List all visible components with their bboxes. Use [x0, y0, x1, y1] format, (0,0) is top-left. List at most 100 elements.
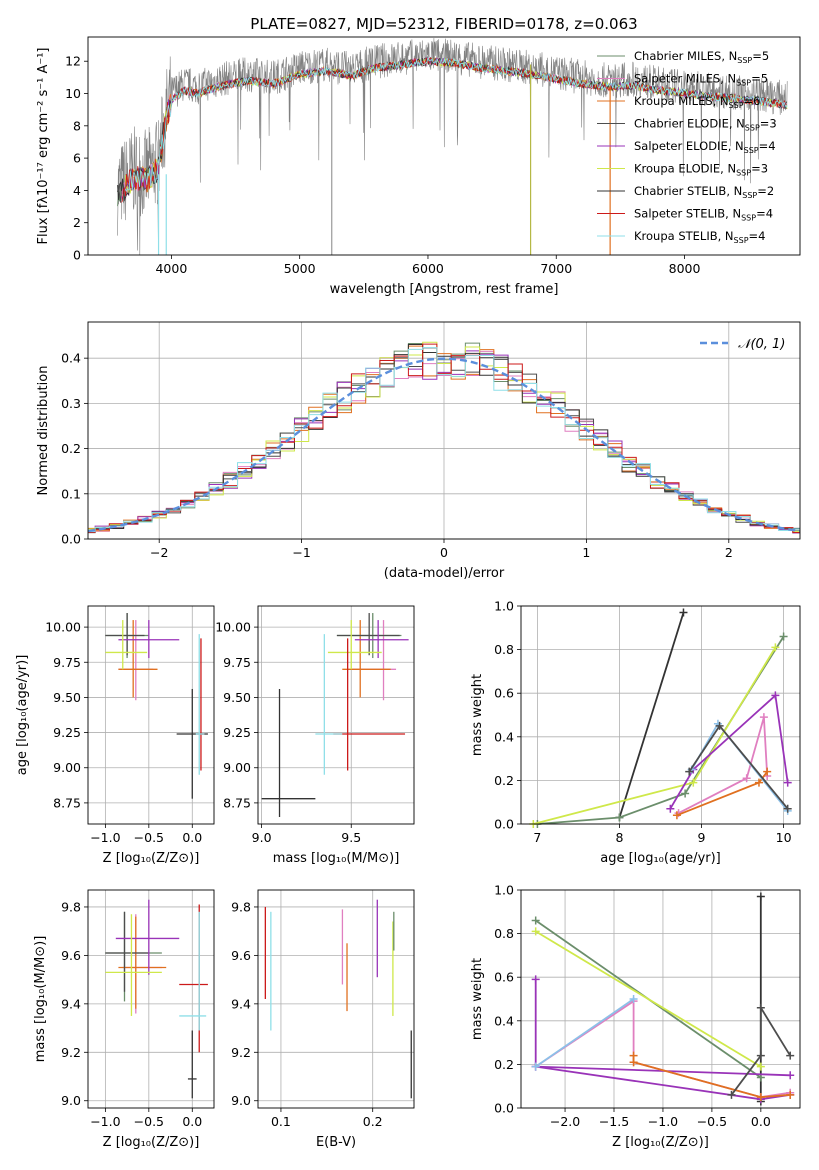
x-axis-label: Z [log₁₀(Z/Z⊙)]	[103, 851, 200, 866]
legend-entry: Chabrier ELODIE, NSSP=3	[634, 117, 777, 133]
x-tick-label: 9.0	[252, 830, 272, 845]
weight-point-marker	[756, 1003, 765, 1012]
y-tick-label: 4	[73, 183, 81, 198]
y-tick-label: 0.8	[494, 642, 514, 657]
y-tick-label: 0.2	[494, 1057, 514, 1072]
mass-vs-Z-axes: −1.0 −0.5 0.0 9.0 9.2 9.4 9.6 9.8 Z [log₁₀(Z/Z⊙)…	[33, 889, 215, 1150]
weight-point-marker	[783, 804, 792, 813]
y-tick-label: 8	[73, 118, 81, 133]
legend-label: Kroupa ELODIE, N	[634, 162, 736, 176]
weight-point-marker	[685, 767, 694, 776]
y-axis-label: Flux [fλ10⁻¹⁷ erg cm⁻² s⁻¹ A⁻¹]	[36, 48, 51, 245]
weight-point-marker	[715, 721, 724, 730]
weight-point-marker	[672, 811, 681, 820]
legend-entry: Salpeter ELODIE, NSSP=4	[634, 139, 776, 155]
y-tick-label: 0.6	[494, 970, 514, 985]
legend-entry: 𝒩(0, 1)	[738, 337, 785, 352]
y-tick-label: 0.4	[494, 729, 514, 744]
x-axis-label: age [log₁₀(age/yr)]	[600, 851, 721, 866]
weight-series-line	[678, 716, 769, 814]
weight-point-marker	[756, 1051, 765, 1060]
weight-point-marker	[629, 995, 638, 1003]
legend-subscript: SSP	[742, 191, 757, 200]
legend-subscript: SSP	[736, 169, 751, 178]
model-spectrum-line	[124, 57, 788, 193]
x-tick-label: −2	[150, 545, 168, 560]
x-tick-label: 2	[725, 545, 733, 560]
weight-series-line	[533, 646, 777, 825]
y-tick-label: 0	[73, 248, 81, 263]
y-tick-label: 0.0	[61, 532, 81, 547]
x-axis-label: (data-model)/error	[384, 566, 505, 581]
weight-point-marker	[786, 1090, 795, 1099]
legend-entry: Kroupa ELODIE, NSSP=3	[634, 162, 768, 178]
legend-nssp: =5	[751, 72, 768, 86]
legend-subscript: SSP	[729, 101, 744, 110]
weight-point-marker	[756, 1062, 765, 1071]
legend-nssp: =4	[759, 139, 776, 153]
weight-series-line	[537, 636, 785, 825]
x-axis-label: wavelength [Angstrom, rest frame]	[330, 282, 559, 297]
weight-point-marker	[679, 608, 688, 617]
weight-point-marker	[771, 643, 780, 652]
weight-point-marker	[531, 916, 540, 925]
legend-entry: Salpeter MILES, NSSP=5	[634, 72, 768, 88]
y-tick-label: 10	[65, 86, 81, 101]
legend-subscript: SSP	[737, 56, 752, 65]
y-tick-label: 1.0	[494, 599, 514, 614]
massweight-vs-age-axes: 7 8 9 10 0.0 0.2 0.4 0.6 0.8 1.0 age [log₁₀(age/yr…	[470, 599, 801, 866]
weight-series-line	[618, 612, 685, 818]
observed-spectrum-line	[117, 38, 788, 255]
y-tick-label: 9.25	[223, 725, 251, 740]
legend-label: Kroupa STELIB, N	[634, 229, 734, 243]
x-tick-label: 0.2	[363, 1114, 383, 1129]
x-tick-label: −1.0	[90, 1114, 120, 1129]
histogram-line	[88, 341, 800, 533]
legend-subscript: SSP	[734, 236, 749, 245]
legend-label: Chabrier MILES, N	[634, 49, 737, 63]
x-tick-label: 0.0	[182, 830, 202, 845]
x-tick-label: 8000	[669, 261, 701, 276]
legend-nssp: =6	[744, 94, 761, 108]
x-tick-label: 0.0	[751, 1114, 771, 1129]
axes-frame	[87, 321, 801, 540]
weight-point-marker	[531, 927, 540, 936]
weight-series-line	[688, 724, 789, 810]
legend-nssp: =4	[749, 229, 766, 243]
x-tick-label: 1	[582, 545, 590, 560]
legend-subscript: SSP	[745, 124, 760, 133]
legend-label: Chabrier STELIB, N	[634, 184, 742, 198]
x-tick-label: 8	[615, 830, 623, 845]
legend-label: Chabrier ELODIE, N	[634, 117, 745, 131]
weight-point-marker	[681, 789, 690, 798]
weight-point-marker	[786, 1071, 795, 1080]
chart-title: PLATE=0827, MJD=52312, FIBERID=0178, z=0…	[250, 15, 637, 33]
legend-subscript: SSP	[736, 79, 751, 88]
y-tick-label: 9.00	[223, 760, 251, 775]
x-tick-label: −1	[292, 545, 310, 560]
weight-point-marker	[742, 774, 751, 783]
weight-point-marker	[727, 1090, 736, 1099]
x-axis-label: E(B-V)	[316, 1135, 356, 1150]
y-tick-label: 9.75	[53, 655, 81, 670]
age-vs-mass-axes: 9.0 9.5 8.75 9.00 9.25 9.50 9.75 10.00 mass [log…	[215, 605, 415, 866]
y-tick-label: 9.4	[231, 996, 251, 1011]
x-tick-label: −1.0	[90, 830, 120, 845]
axes-frame	[257, 889, 415, 1109]
x-tick-label: 6000	[412, 261, 444, 276]
x-tick-label: 0	[440, 545, 448, 560]
legend-label: Kroupa MILES, N	[634, 94, 729, 108]
weight-point-marker	[629, 1058, 638, 1067]
y-tick-label: 9.2	[61, 1045, 81, 1060]
legend-entry: Salpeter STELIB, NSSP=4	[634, 207, 773, 223]
legend-nssp: =4	[756, 207, 773, 221]
weight-point-marker	[531, 975, 540, 984]
y-tick-label: 9.6	[231, 948, 251, 963]
y-tick-label: 0.4	[494, 1013, 514, 1028]
y-tick-label: 9.0	[61, 1093, 81, 1108]
x-tick-label: 10	[776, 830, 792, 845]
x-tick-label: 5000	[284, 261, 316, 276]
weight-point-marker	[666, 804, 675, 813]
legend-nssp: =2	[757, 184, 774, 198]
